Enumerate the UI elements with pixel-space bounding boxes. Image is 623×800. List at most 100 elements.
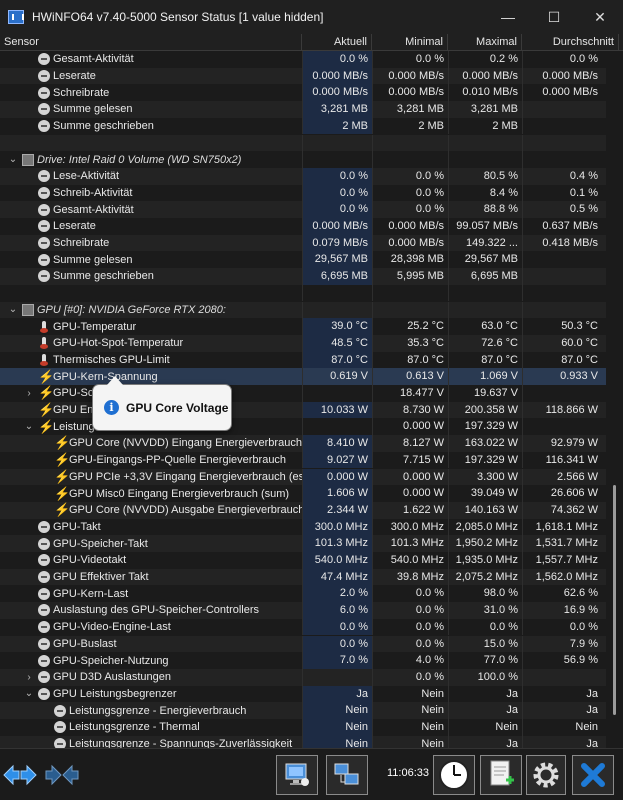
sensor-row[interactable]: › GPU D3D Auslastungen 0.0 % 100.0 % <box>0 668 606 686</box>
settings-button[interactable] <box>526 755 566 795</box>
sensor-row[interactable]: Gesamt-Aktivität 0.0 % 0.0 % 0.2 % 0.0 % <box>0 51 606 68</box>
column-header-maximum[interactable]: Maximal <box>448 34 522 50</box>
sensor-row[interactable]: Leistungsgrenze - Energieverbrauch Nein Ne… <box>0 702 606 719</box>
sensor-label-cell: › ⚡ GPU-Sc <box>0 385 302 402</box>
sensor-dial-icon <box>38 86 50 99</box>
lightning-bolt-icon: ⚡ <box>54 468 71 484</box>
avg-value: 0.1 % <box>522 184 602 202</box>
column-header-minimum[interactable]: Minimal <box>372 34 448 50</box>
avg-value: 0.4 % <box>522 167 602 185</box>
min-value: 0.000 MB/s <box>372 218 448 235</box>
sensor-row[interactable]: Thermisches GPU-Limit 87.0 °C 87.0 °C 87.0 … <box>0 351 606 369</box>
sensor-row[interactable]: Leserate 0.000 MB/s 0.000 MB/s 0.000 MB/s 0.… <box>0 67 606 85</box>
max-value <box>448 301 522 319</box>
sensor-row[interactable]: ⚡ GPU PCIe +3,3V Eingang Energieverbrauch… <box>0 468 606 486</box>
sensor-row[interactable]: ⚡ GPU Core (NVVDD) Eingang Energieverbrau… <box>0 435 606 452</box>
collapse-chevron-icon[interactable]: ⌄ <box>24 688 34 700</box>
sensor-row[interactable]: GPU-Videotakt 540.0 MHz 540.0 MHz 1,935.0 M… <box>0 552 606 569</box>
sensor-row[interactable]: › ⚡ GPU-Sc 18.477 V 19.637 V <box>0 385 606 402</box>
report-add-button[interactable] <box>480 755 522 795</box>
minimize-button[interactable]: — <box>501 9 515 25</box>
min-value: 3,281 MB <box>372 101 448 118</box>
sensor-row[interactable]: GPU-Takt 300.0 MHz 300.0 MHz 2,085.0 MHz 1,6… <box>0 518 606 536</box>
current-value: 6.0 % <box>302 602 372 619</box>
sensor-label: Leserate <box>53 220 96 233</box>
sensor-row[interactable]: ⌄ ⚡ Leistung 0.000 W 197.329 W <box>0 418 606 436</box>
sensor-label: Schreib-Aktivität <box>53 186 133 199</box>
sensor-dial-icon <box>38 671 50 684</box>
sensor-row[interactable]: Schreibrate 0.079 MB/s 0.000 MB/s 149.322 .… <box>0 234 606 252</box>
nav-arrows-button[interactable] <box>2 755 38 795</box>
sensor-row[interactable]: Summe geschrieben 6,695 MB 5,995 MB 6,695 M… <box>0 268 606 285</box>
timer-button[interactable] <box>433 755 475 795</box>
sensor-row[interactable]: Gesamt-Aktivität 0.0 % 0.0 % 88.8 % 0.5 % <box>0 201 606 218</box>
monitor-button[interactable] <box>276 755 318 795</box>
avg-value: 26.606 W <box>522 485 602 502</box>
max-value: 88.8 % <box>448 201 522 218</box>
sensor-row[interactable]: GPU-Hot-Spot-Temperatur 48.5 °C 35.3 °C 72.… <box>0 334 606 352</box>
max-value: 98.0 % <box>448 585 522 603</box>
sensor-label-cell: GPU-Videotakt <box>0 552 302 569</box>
sensor-row[interactable]: Leistungsgrenze - Spannungs-Zuverlässigk… <box>0 735 606 748</box>
current-value: 0.000 W <box>302 468 372 486</box>
sensor-row[interactable]: Summe geschrieben 2 MB 2 MB 2 MB <box>0 117 606 135</box>
expand-chevron-icon[interactable]: › <box>27 671 31 683</box>
sensor-row[interactable]: Summe gelesen 3,281 MB 3,281 MB 3,281 MB <box>0 101 606 118</box>
sensor-row[interactable]: GPU-Buslast 0.0 % 0.0 % 15.0 % 7.9 % <box>0 635 606 653</box>
sensor-row[interactable]: ⚡ GPU Energi 10.033 W 8.730 W 200.358 W 118.8… <box>0 401 606 419</box>
sensor-row[interactable]: GPU-Video-Engine-Last 0.0 % 0.0 % 0.0 % 0.0 … <box>0 618 606 636</box>
sensor-row[interactable]: Leserate 0.000 MB/s 0.000 MB/s 99.057 MB/s 0… <box>0 218 606 235</box>
current-value: 0.079 MB/s <box>302 234 372 252</box>
sensor-row[interactable]: ⚡ GPU-Eingangs-PP-Quelle Energieverbrauch… <box>0 451 606 469</box>
collapse-chevron-icon[interactable]: ⌄ <box>8 154 18 166</box>
current-value <box>302 134 372 152</box>
max-value: 100.0 % <box>448 668 522 686</box>
sensor-label: GPU Leistungsbegrenzer <box>53 687 177 700</box>
scrollbar-thumb[interactable] <box>613 485 616 715</box>
avg-value: 1,531.7 MHz <box>522 535 602 552</box>
lightning-bolt-icon: ⚡ <box>54 452 71 468</box>
sensor-row[interactable]: Schreib-Aktivität 0.0 % 0.0 % 8.4 % 0.1 % <box>0 184 606 202</box>
sensor-label-cell: ⌄ Drive: Intel Raid 0 Volume (WD SN750x2) <box>0 151 302 168</box>
collapse-arrows-button[interactable] <box>44 755 80 795</box>
sensor-row[interactable]: GPU-Speicher-Nutzung 7.0 % 4.0 % 77.0 % 56.9… <box>0 652 606 669</box>
sensor-label: GPU-Kern-Spannung <box>53 370 158 383</box>
min-value: Nein <box>372 735 448 748</box>
expand-chevron-icon[interactable]: › <box>27 387 31 399</box>
sensor-row[interactable]: Leistungsgrenze - Thermal Nein Nein Nein Nei… <box>0 719 606 736</box>
sensor-row[interactable]: Summe gelesen 29,567 MB 28,398 MB 29,567 MB <box>0 251 606 269</box>
sensor-row[interactable]: Schreibrate 0.000 MB/s 0.000 MB/s 0.010 MB/… <box>0 84 606 102</box>
maximize-button[interactable]: ☐ <box>547 8 561 25</box>
collapse-chevron-icon[interactable]: ⌄ <box>24 421 34 433</box>
avg-value: 87.0 °C <box>522 351 602 369</box>
sensor-list[interactable]: Gesamt-Aktivität 0.0 % 0.0 % 0.2 % 0.0 % Lese… <box>0 51 606 748</box>
sensor-row[interactable]: Auslastung des GPU-Speicher-Controllers 6… <box>0 602 606 619</box>
current-value: 3,281 MB <box>302 101 372 118</box>
vertical-scrollbar[interactable] <box>606 51 623 748</box>
current-value: Nein <box>302 719 372 736</box>
sensor-row[interactable]: GPU-Kern-Last 2.0 % 0.0 % 98.0 % 62.6 % <box>0 585 606 603</box>
collapse-chevron-icon[interactable]: ⌄ <box>8 304 18 316</box>
sensor-row[interactable]: ⌄ Drive: Intel Raid 0 Volume (WD SN750x2) <box>0 151 606 168</box>
max-value: 6,695 MB <box>448 268 522 285</box>
sensor-row[interactable]: GPU-Temperatur 39.0 °C 25.2 °C 63.0 °C 50.3 … <box>0 318 606 335</box>
close-window-button[interactable]: ✕ <box>594 8 606 25</box>
column-header-average[interactable]: Durchschnitt <box>522 34 619 50</box>
sensor-row[interactable]: ⌄ GPU Leistungsbegrenzer Ja Nein Ja Ja <box>0 685 606 703</box>
sensor-row[interactable]: GPU-Speicher-Takt 101.3 MHz 101.3 MHz 1,950… <box>0 535 606 552</box>
sensor-row[interactable]: ⌄ GPU [#0]: NVIDIA GeForce RTX 2080: <box>0 301 606 319</box>
sensor-row[interactable]: GPU Effektiver Takt 47.4 MHz 39.8 MHz 2,075… <box>0 568 606 586</box>
avg-value: 74.362 W <box>522 501 602 519</box>
column-header-current[interactable]: Aktuell <box>302 34 372 50</box>
sensor-row[interactable]: ⚡ GPU Misc0 Eingang Energieverbrauch (sum… <box>0 485 606 502</box>
sensor-row[interactable]: ⚡ GPU Core (NVVDD) Ausgabe Energieverbrau… <box>0 501 606 519</box>
min-value: 1.622 W <box>372 501 448 519</box>
sensor-row[interactable]: Lese-Aktivität 0.0 % 0.0 % 80.5 % 0.4 % <box>0 167 606 185</box>
column-header: Sensor Aktuell Minimal Maximal Durchschn… <box>0 34 623 51</box>
network-button[interactable] <box>326 755 368 795</box>
window-controls: — ☐ ✕ <box>485 0 623 34</box>
sensor-label: GPU Effektiver Takt <box>53 571 149 584</box>
column-header-sensor[interactable]: Sensor <box>0 34 302 50</box>
close-sensors-button[interactable] <box>572 755 614 795</box>
